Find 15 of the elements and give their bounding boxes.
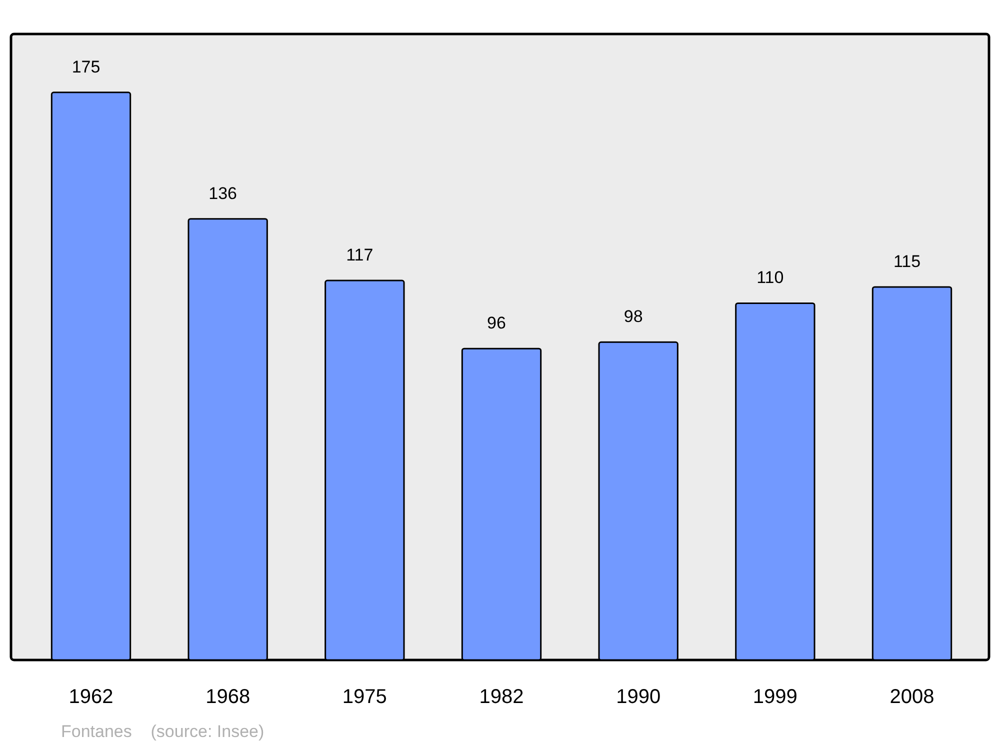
data-label: 96	[487, 314, 506, 333]
x-tick-label: 1975	[342, 686, 387, 708]
data-label: 136	[208, 184, 238, 203]
data-label: 98	[624, 307, 643, 326]
x-tick-label: 1990	[616, 686, 661, 708]
data-label: 115	[893, 252, 921, 271]
x-tick-label: 2008	[890, 686, 934, 708]
data-label: 110	[756, 268, 784, 288]
x-tick-label: 1962	[68, 686, 114, 708]
x-tick-label: 1999	[752, 686, 798, 708]
text: Fontanes (source: Insee)	[61, 722, 264, 741]
x-tick-label: 1982	[479, 686, 524, 708]
x-tick-label: 1968	[206, 686, 250, 708]
data-label: 117	[346, 246, 374, 265]
data-label: 175	[72, 57, 100, 76]
